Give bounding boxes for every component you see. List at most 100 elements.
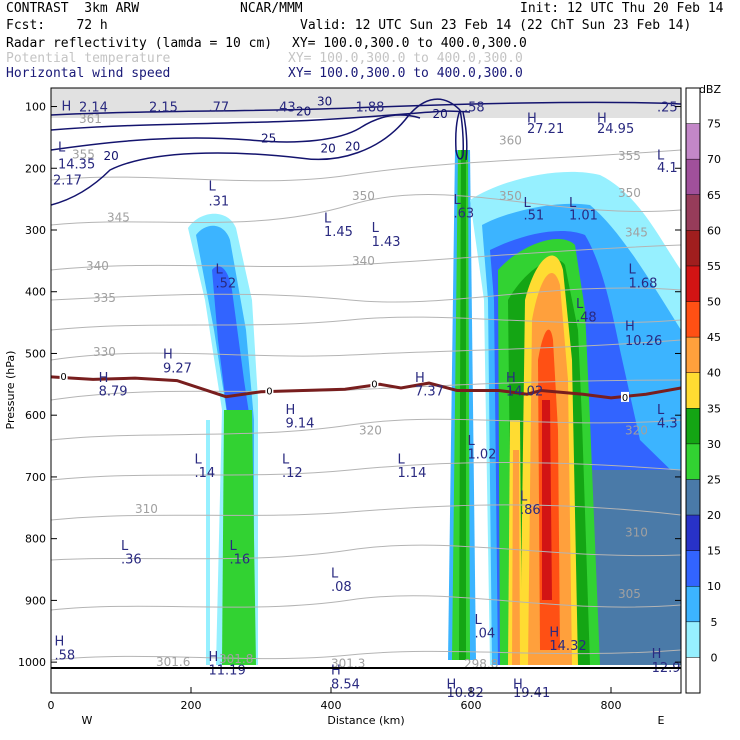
wind-contour — [455, 109, 464, 160]
theta-label: 310 — [625, 525, 648, 539]
field-reflectivity-xy: XY= 100.0,300.0 to 400.0,300.0 — [292, 36, 527, 51]
colorbar-swatch — [686, 372, 700, 409]
colorbar-level-label: 65 — [707, 189, 721, 202]
colorbar-level-label: 45 — [707, 331, 721, 344]
wind-speed-label: 20 — [433, 107, 448, 121]
y-tick-label: 800 — [25, 533, 46, 546]
extremum-label: .12 — [282, 466, 303, 481]
colorbar-swatch — [686, 550, 700, 587]
extremum-label: L — [216, 262, 224, 277]
extremum-label: 2.17 — [53, 173, 82, 188]
wind-contour — [51, 101, 681, 116]
west-thin-filament — [206, 420, 210, 665]
extremum-label: .08 — [331, 580, 352, 595]
colorbar-level-label: 55 — [707, 260, 721, 273]
theta-label: 350 — [618, 186, 641, 200]
extremum-label: L — [468, 434, 476, 449]
extremum-label: L — [657, 403, 665, 418]
init-time: Init: 12 UTC Thu 20 Feb 14 — [520, 1, 724, 16]
y-tick-label: 600 — [25, 409, 46, 422]
colorbar-swatch — [686, 265, 700, 302]
wind-speed-label: 20 — [345, 140, 360, 154]
theta-contours — [51, 149, 681, 661]
extremum-label: L — [576, 297, 584, 312]
extremum-label: H — [415, 371, 425, 386]
extremum-label: L — [121, 539, 129, 554]
freezing-level-layer: 0 0 0 0 — [51, 370, 681, 404]
extremum-label: L — [475, 613, 483, 628]
extremum-label: 7.37 — [415, 385, 444, 400]
y-tick-label: 200 — [25, 162, 46, 175]
theta-label: 301.3 — [331, 656, 365, 670]
theta-label: 301.6 — [156, 655, 190, 669]
extremum-label: H — [447, 678, 457, 693]
extremum-label: H — [527, 112, 537, 127]
theta-contour — [51, 287, 681, 303]
extremum-label: 4.1 — [657, 161, 678, 176]
colorbar-swatch — [686, 586, 700, 622]
extremum-label: 2.14 — [79, 101, 108, 116]
east-system-crimson — [542, 400, 552, 600]
extremum-label: 4.3 — [657, 417, 678, 432]
theta-contour — [51, 316, 681, 331]
extremum-label: .52 — [216, 276, 237, 291]
x-tick-label: 400 — [321, 699, 342, 712]
y-tick-label: 400 — [25, 286, 46, 299]
theta-label: 345 — [107, 211, 130, 225]
extremum-label: 14.02 — [506, 385, 543, 400]
x-tick-label: 0 — [48, 699, 55, 712]
extremum-label: L — [195, 452, 203, 467]
theta-label: 345 — [625, 225, 648, 239]
valid-time: Valid: 12 UTC Sun 23 Feb 14 (22 ChT Sun … — [300, 18, 692, 33]
west-column-lightgreen — [228, 420, 250, 665]
extremum-label: .58 — [55, 649, 76, 664]
extremum-label: L — [331, 567, 339, 582]
extremum-label: .58 — [464, 101, 485, 116]
colorbar-swatch — [686, 621, 700, 658]
colorbar-level-label: 70 — [707, 153, 721, 166]
freezing-level-label: 0 — [60, 372, 66, 383]
extremum-label: .63 — [454, 207, 475, 222]
extremum-label: L — [209, 180, 217, 195]
colorbar-level-label: 30 — [707, 438, 721, 451]
extremum-label: 1.02 — [468, 447, 497, 462]
extrema-label-layer: H 2.14 2.15.77.43 1.88.58.25L14.35H27.21H24… — [53, 99, 681, 700]
colorbar-frame — [685, 87, 701, 694]
freezing-level-label: 0 — [266, 387, 272, 398]
field-theta: Potential temperature — [6, 51, 171, 66]
colorbar-level-label: 50 — [707, 296, 721, 309]
extremum-label: .77 — [209, 101, 230, 116]
extremum-label: .25 — [657, 101, 678, 116]
extremum-label: 14.32 — [549, 639, 586, 654]
reflectivity-shading — [51, 88, 681, 666]
colorbar-level-label: 25 — [707, 473, 721, 486]
extremum-label: L — [657, 149, 665, 164]
extremum-label: 1.43 — [372, 235, 401, 250]
extremum-label: L — [282, 452, 290, 467]
extremum-label: H — [506, 371, 516, 386]
extremum-label: H — [331, 664, 341, 679]
colorbar-swatch — [686, 230, 700, 266]
upper-contour-band — [51, 88, 681, 118]
theta-contour — [51, 339, 681, 361]
field-theta-xy: XY= 100.0,300.0 to 400.0,300.0 — [288, 51, 523, 66]
theta-contour — [51, 649, 681, 661]
y-tick-label: 300 — [25, 224, 46, 237]
extremum-label: H — [597, 112, 607, 127]
theta-contour — [51, 595, 681, 611]
extremum-label: 2.15 — [149, 101, 178, 116]
east-system-steel — [590, 470, 681, 665]
colorbar-level-label: 10 — [707, 580, 721, 593]
extremum-label: .16 — [230, 552, 251, 567]
west-label: W — [82, 714, 93, 727]
extremum-label: 1.88 — [356, 101, 385, 116]
theta-label: 301.8 — [219, 652, 253, 666]
colorbar-swatch — [686, 515, 700, 551]
institution: NCAR/MMM — [240, 1, 303, 16]
theta-label: 340 — [86, 259, 109, 273]
freezing-label-bg — [265, 385, 274, 396]
colorbar-level-label: 5 — [711, 616, 718, 629]
extremum-label: H — [652, 647, 662, 662]
freezing-label-bg — [370, 378, 379, 389]
extremum-label: L — [520, 489, 528, 504]
